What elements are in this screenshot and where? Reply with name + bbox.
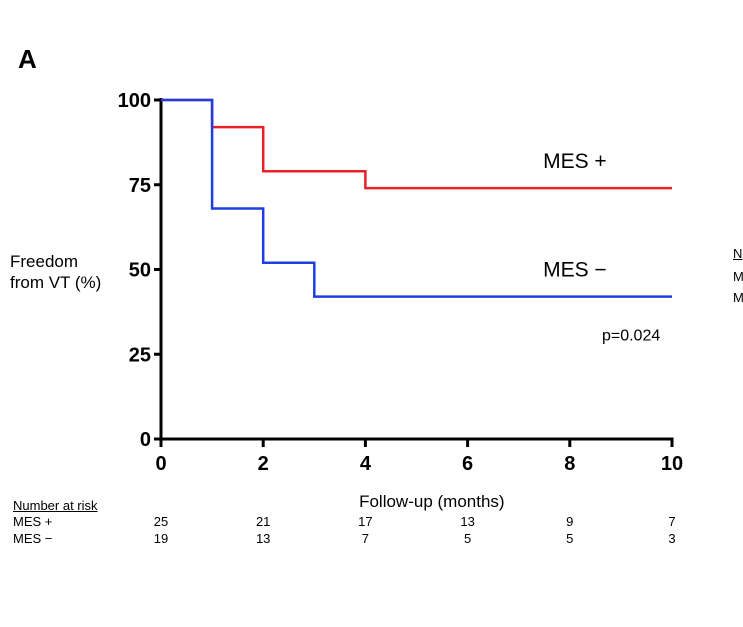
y-tick-label: 75 xyxy=(129,175,151,197)
cut-off-panel-title: N xyxy=(733,246,743,261)
x-tick-label: 0 xyxy=(155,453,166,475)
risk-cell: 21 xyxy=(255,514,271,529)
chart-curves xyxy=(161,98,672,298)
risk-table-title: Number at risk xyxy=(13,498,98,513)
x-tick-label: 6 xyxy=(462,453,473,475)
risk-cell: 7 xyxy=(668,514,676,529)
x-tick-label: 4 xyxy=(360,453,372,475)
risk-cell: 13 xyxy=(460,514,475,529)
chart-labels: Follow-up (months) MES + MES − p=0.024 xyxy=(359,150,660,511)
risk-cell: 7 xyxy=(361,531,369,546)
risk-cell: 5 xyxy=(566,531,574,546)
series-label-mes-negative: MES − xyxy=(543,258,607,281)
series-label-mes-positive: MES + xyxy=(543,150,607,173)
chart-axes: 0 25 50 75 100 0 2 4 6 8 10 xyxy=(118,90,684,475)
x-axis-label: Follow-up (months) xyxy=(359,492,505,511)
x-tick-label: 8 xyxy=(564,453,575,475)
risk-row-label: MES + xyxy=(13,514,53,529)
risk-cell: 9 xyxy=(566,514,574,529)
risk-cell: 19 xyxy=(153,531,169,546)
risk-cell: 5 xyxy=(463,531,472,546)
series-line-mes-negative xyxy=(161,98,672,298)
risk-cell: 25 xyxy=(153,514,169,529)
y-axis-label-line-1: Freedom xyxy=(10,252,79,271)
risk-row-label: MES − xyxy=(13,531,53,546)
risk-cell: 3 xyxy=(668,531,676,546)
y-tick-label: 0 xyxy=(140,429,151,451)
series-line-mes-positive xyxy=(161,98,672,190)
risk-cell: 13 xyxy=(255,531,271,546)
y-tick-label: 50 xyxy=(129,260,151,282)
y-axis-label-line-2: from VT (%) xyxy=(10,273,102,292)
p-value-annotation: p=0.024 xyxy=(602,328,660,345)
cut-off-panel-row-1: M xyxy=(733,269,743,284)
x-tick-label: 10 xyxy=(661,453,683,475)
y-tick-label: 25 xyxy=(129,344,151,366)
y-axis-label: Freedom from VT (%) xyxy=(10,251,101,293)
risk-cell: 17 xyxy=(358,514,373,529)
cut-off-panel-row-2: M xyxy=(733,290,743,305)
panel-label: A xyxy=(18,44,37,74)
x-tick-label: 2 xyxy=(258,453,269,475)
y-tick-label: 100 xyxy=(118,90,151,112)
